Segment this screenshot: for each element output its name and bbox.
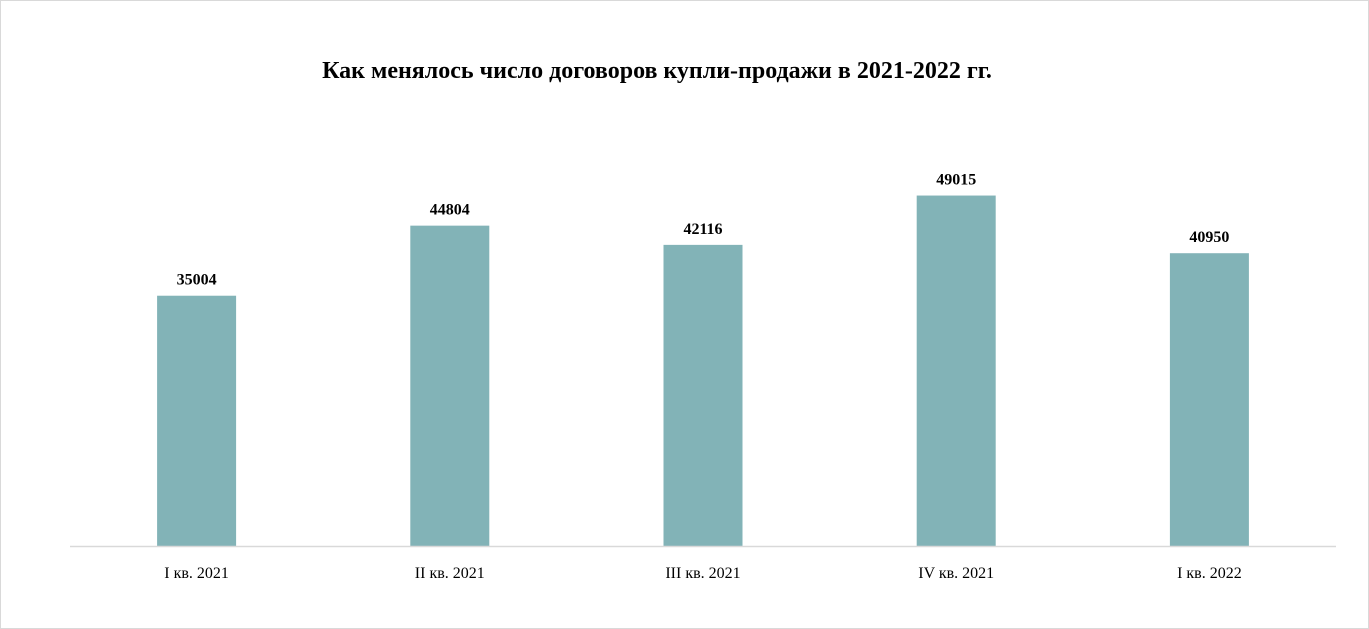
- x-tick-label: IV кв. 2021: [918, 565, 994, 582]
- data-label: 49015: [936, 172, 976, 189]
- x-tick-label: I кв. 2021: [164, 565, 229, 582]
- data-label: 42116: [683, 221, 722, 238]
- data-label: 40950: [1189, 229, 1229, 246]
- bar: [1169, 253, 1249, 546]
- bar: [410, 225, 490, 546]
- data-label: 35004: [177, 272, 217, 289]
- bar: [157, 295, 237, 546]
- x-tick-label: II кв. 2021: [415, 565, 485, 582]
- chart-title: Как менялось число договоров купли-прода…: [322, 58, 992, 84]
- x-tick-label: III кв. 2021: [665, 565, 740, 582]
- x-tick-label: I кв. 2022: [1177, 565, 1242, 582]
- bar: [663, 244, 743, 546]
- bar: [916, 195, 996, 546]
- data-label: 44804: [430, 202, 470, 219]
